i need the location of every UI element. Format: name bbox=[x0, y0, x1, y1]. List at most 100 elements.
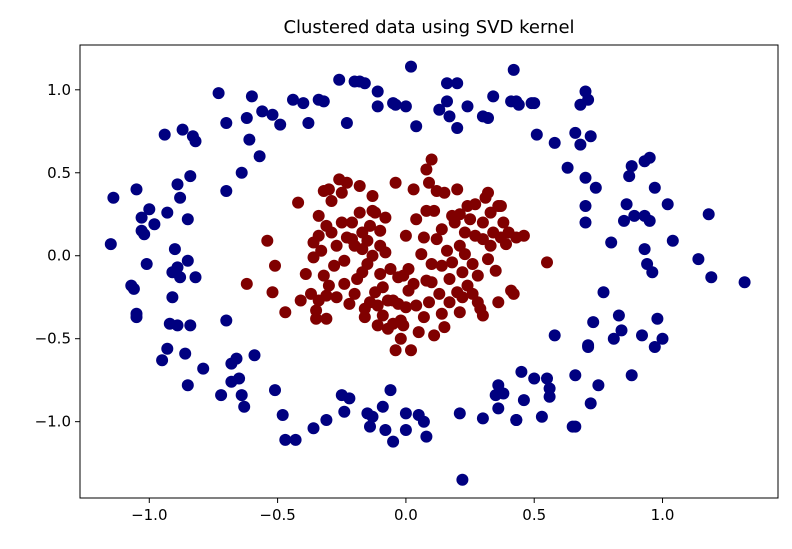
outer-cluster-point bbox=[528, 372, 541, 385]
inner-cluster-point bbox=[389, 344, 402, 357]
inner-cluster-point bbox=[476, 309, 489, 322]
inner-cluster-point bbox=[366, 249, 379, 262]
outer-cluster-point bbox=[130, 311, 143, 324]
inner-cluster-point bbox=[446, 256, 459, 269]
outer-cluster-point bbox=[181, 213, 194, 226]
outer-cluster-point bbox=[584, 397, 597, 410]
outer-cluster-point bbox=[184, 170, 197, 183]
outer-cluster-point bbox=[548, 329, 561, 342]
outer-cluster-point bbox=[171, 261, 184, 274]
inner-cluster-point bbox=[494, 200, 507, 212]
inner-cluster-point bbox=[394, 332, 407, 345]
outer-cluster-point bbox=[584, 130, 597, 143]
inner-cluster-point bbox=[541, 256, 553, 269]
outer-cluster-point bbox=[628, 209, 641, 222]
inner-cluster-point bbox=[435, 307, 448, 320]
outer-cluster-point bbox=[482, 112, 494, 124]
outer-cluster-point bbox=[579, 171, 592, 184]
x-tick-label: −1.0 bbox=[131, 506, 167, 524]
outer-cluster-point bbox=[181, 254, 194, 267]
inner-cluster-point bbox=[435, 223, 448, 236]
inner-cluster-point bbox=[371, 319, 384, 332]
outer-cluster-point bbox=[451, 77, 464, 90]
inner-cluster-point bbox=[517, 229, 530, 242]
outer-cluster-point bbox=[156, 354, 169, 367]
inner-cluster-point bbox=[353, 180, 366, 192]
outer-cluster-point bbox=[618, 214, 630, 227]
inner-cluster-point bbox=[417, 231, 430, 244]
inner-cluster-point bbox=[261, 234, 274, 247]
inner-cluster-point bbox=[376, 309, 389, 322]
inner-cluster-point bbox=[443, 273, 456, 285]
outer-cluster-point bbox=[176, 123, 189, 136]
inner-cluster-point bbox=[489, 264, 502, 277]
outer-cluster-point bbox=[574, 138, 587, 151]
inner-cluster-point bbox=[361, 234, 374, 247]
outer-cluster-point bbox=[512, 98, 525, 111]
outer-cluster-point bbox=[569, 420, 582, 433]
inner-cluster-point bbox=[456, 266, 469, 279]
inner-cluster-point bbox=[320, 312, 333, 325]
inner-cluster-point bbox=[330, 239, 343, 252]
outer-cluster-point bbox=[364, 420, 376, 433]
outer-cluster-point bbox=[376, 400, 389, 413]
y-tick-label: 0.0 bbox=[47, 247, 71, 265]
outer-cluster-point bbox=[127, 282, 140, 295]
inner-cluster-point bbox=[346, 216, 358, 229]
outer-cluster-point bbox=[453, 407, 466, 420]
inner-cluster-point bbox=[507, 287, 520, 300]
inner-cluster-point bbox=[310, 312, 323, 325]
outer-cluster-point bbox=[245, 90, 258, 103]
outer-cluster-point bbox=[443, 110, 456, 123]
inner-cluster-point bbox=[374, 268, 387, 280]
inner-cluster-point bbox=[441, 244, 453, 257]
inner-cluster-point bbox=[410, 299, 423, 312]
outer-cluster-point bbox=[181, 379, 194, 392]
inner-cluster-point bbox=[325, 226, 338, 239]
outer-cluster-point bbox=[333, 73, 346, 86]
inner-cluster-point bbox=[476, 216, 489, 229]
outer-cluster-point bbox=[605, 236, 618, 249]
outer-cluster-point bbox=[405, 60, 417, 73]
inner-cluster-point bbox=[425, 153, 438, 166]
inner-cluster-point bbox=[407, 183, 420, 196]
outer-cluster-point bbox=[510, 414, 523, 426]
outer-cluster-point bbox=[171, 319, 184, 332]
inner-cluster-point bbox=[384, 263, 397, 275]
inner-cluster-point bbox=[374, 224, 387, 237]
inner-cluster-point bbox=[482, 186, 494, 199]
outer-cluster-point bbox=[197, 362, 210, 375]
inner-cluster-point bbox=[399, 229, 412, 242]
outer-cluster-point bbox=[625, 160, 638, 173]
outer-cluster-point bbox=[638, 243, 651, 256]
inner-cluster-point bbox=[415, 248, 428, 261]
outer-cluster-point bbox=[548, 136, 561, 149]
outer-cluster-point bbox=[692, 253, 705, 266]
outer-cluster-point bbox=[379, 424, 392, 436]
inner-cluster-point bbox=[389, 176, 402, 189]
outer-cluster-point bbox=[212, 87, 225, 100]
inner-cluster-point bbox=[317, 269, 330, 282]
inner-cluster-point bbox=[312, 229, 325, 242]
inner-cluster-point bbox=[482, 253, 494, 266]
outer-cluster-point bbox=[215, 389, 228, 402]
outer-cluster-point bbox=[233, 372, 246, 385]
outer-cluster-point bbox=[135, 211, 148, 224]
inner-cluster-point bbox=[410, 213, 423, 226]
inner-cluster-point bbox=[412, 326, 425, 339]
outer-cluster-point bbox=[535, 410, 548, 423]
inner-cluster-point bbox=[428, 204, 441, 217]
x-tick-label: 1.0 bbox=[651, 506, 675, 524]
outer-cluster-point bbox=[625, 369, 638, 382]
outer-cluster-point bbox=[569, 369, 582, 382]
inner-cluster-point bbox=[294, 294, 307, 307]
outer-cluster-point bbox=[140, 258, 153, 270]
outer-cluster-point bbox=[656, 332, 669, 345]
outer-cluster-point bbox=[528, 97, 541, 110]
outer-cluster-point bbox=[515, 365, 528, 378]
outer-cluster-point bbox=[107, 191, 120, 204]
x-tick-label: −0.5 bbox=[259, 506, 295, 524]
outer-cluster-point bbox=[543, 382, 556, 395]
outer-cluster-point bbox=[161, 342, 174, 355]
inner-cluster-point bbox=[428, 329, 441, 342]
